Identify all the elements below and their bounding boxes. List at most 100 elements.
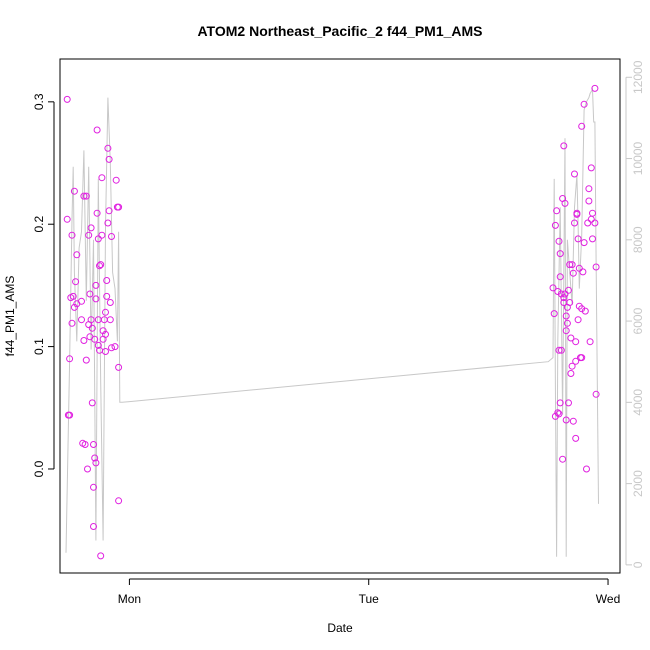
y-tick-label-right: 4000	[631, 389, 645, 416]
data-point	[553, 207, 561, 215]
data-point	[571, 219, 578, 227]
data-point	[566, 299, 574, 306]
data-point	[551, 221, 559, 229]
data-point	[557, 290, 565, 298]
y-tick-label-left: 0.3	[32, 93, 46, 110]
data-point	[562, 416, 570, 424]
y-tick-label-left: 0.1	[32, 338, 46, 355]
data-point	[562, 327, 570, 335]
x-tick-label: Mon	[118, 592, 141, 606]
data-point	[571, 170, 578, 178]
data-point	[70, 187, 78, 195]
data-point	[97, 261, 105, 269]
data-point	[91, 454, 99, 462]
data-point	[578, 122, 586, 130]
data-point	[108, 344, 115, 352]
data-point	[569, 269, 577, 277]
data-point	[68, 231, 76, 239]
data-point	[556, 250, 564, 258]
data-point	[565, 286, 572, 294]
data-point	[106, 299, 114, 306]
data-point	[108, 233, 115, 240]
data-point	[580, 239, 588, 247]
data-point	[80, 337, 88, 344]
data-point	[92, 281, 100, 289]
data-point	[82, 192, 90, 200]
data-point	[92, 295, 100, 303]
data-point	[93, 126, 101, 134]
data-point	[94, 341, 102, 349]
data-point	[578, 305, 586, 313]
x-axis-label: Date	[327, 621, 353, 635]
y-axis-label: f44_PM1_AMS	[3, 276, 17, 357]
data-point	[556, 399, 564, 407]
data-point	[91, 335, 99, 343]
data-point	[562, 312, 570, 320]
y-tick-label-right: 10000	[631, 141, 645, 175]
data-point	[85, 231, 93, 239]
data-point	[569, 417, 577, 425]
data-point	[102, 308, 109, 316]
data-point	[555, 410, 563, 418]
data-point	[96, 262, 103, 270]
data-point	[591, 84, 599, 92]
data-point	[587, 215, 595, 223]
data-point	[572, 357, 580, 365]
data-point	[80, 192, 88, 200]
data-point	[559, 455, 567, 463]
data-point	[66, 411, 74, 419]
data-point	[589, 235, 596, 243]
data-point	[102, 348, 109, 355]
data-point	[63, 95, 71, 103]
data-point	[579, 268, 587, 276]
data-point	[104, 144, 112, 152]
y-tick-label-right: 6000	[631, 307, 645, 334]
data-point	[568, 362, 576, 370]
y-tick-label-left: 0.0	[32, 460, 46, 477]
data-point	[574, 316, 582, 324]
data-point	[87, 316, 95, 324]
data-point	[97, 552, 105, 560]
data-point	[589, 209, 596, 217]
data-point	[584, 219, 592, 227]
data-point	[575, 264, 583, 272]
data-point	[99, 327, 107, 335]
data-point	[581, 307, 589, 315]
data-point	[592, 263, 600, 271]
plot-frame	[59, 58, 621, 574]
data-point	[555, 237, 563, 245]
data-point	[561, 199, 569, 207]
data-point	[72, 278, 80, 286]
data-point	[567, 370, 575, 377]
data-point	[568, 261, 576, 269]
data-point	[87, 224, 95, 232]
series-line	[65, 87, 599, 557]
y-tick-label-right: 8000	[631, 226, 645, 253]
data-point	[103, 292, 111, 300]
data-point	[585, 185, 593, 193]
data-point	[70, 303, 78, 311]
data-point	[82, 356, 90, 364]
data-point	[81, 441, 89, 448]
y-tick-label-right: 12000	[631, 60, 645, 94]
data-point	[560, 294, 568, 302]
data-point	[585, 197, 593, 205]
data-point	[115, 497, 123, 505]
data-point	[106, 316, 114, 324]
data-point	[98, 231, 106, 239]
data-point	[92, 459, 100, 467]
data-point	[572, 338, 580, 346]
data-point	[574, 235, 582, 243]
data-point	[66, 355, 74, 363]
x-axis: Mon Tue Wed	[118, 578, 620, 606]
data-point	[78, 297, 85, 305]
data-point	[115, 363, 123, 371]
data-point	[98, 174, 106, 182]
y-axis-left: 0.0 0.1 0.2 0.3	[32, 93, 55, 477]
data-point	[578, 354, 586, 362]
data-point	[90, 523, 97, 530]
data-point	[561, 290, 569, 298]
data-point	[90, 441, 97, 448]
chart-title: ATOM2 Northeast_Pacific_2 f44_PM1_AMS	[197, 23, 482, 39]
